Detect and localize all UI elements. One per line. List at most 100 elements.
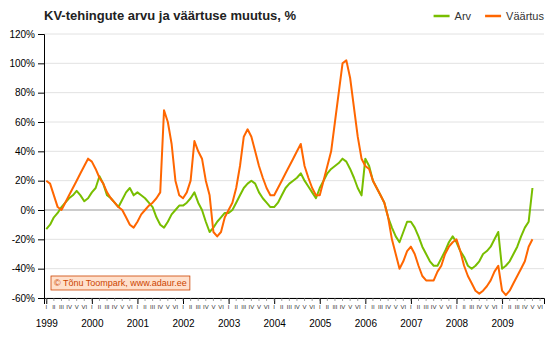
month-tick xyxy=(464,298,465,301)
month-label: I xyxy=(319,304,321,310)
month-label: I xyxy=(137,304,139,310)
x-tick: 2006 xyxy=(355,298,378,329)
month-label: III xyxy=(150,304,155,310)
x-tick: 2000 xyxy=(81,298,104,329)
month-label: II xyxy=(98,304,102,310)
y-tick-label: -20% xyxy=(12,234,35,245)
month-tick xyxy=(380,298,381,301)
y-tick-label: 20% xyxy=(15,175,35,186)
month-label: IV xyxy=(157,304,163,310)
legend-swatch xyxy=(434,15,450,18)
x-tick: 2008 xyxy=(446,298,469,329)
month-label: II xyxy=(52,304,56,310)
y-tick: 80% xyxy=(15,87,44,98)
month-label: I xyxy=(410,304,412,310)
month-tick xyxy=(129,298,130,301)
month-label: V xyxy=(120,304,124,310)
month-label: I xyxy=(501,304,503,310)
month-tick xyxy=(190,298,191,301)
month-tick xyxy=(479,298,480,301)
grid-line xyxy=(44,210,544,211)
legend: ArvVäärtus xyxy=(434,10,545,22)
month-label: I xyxy=(45,304,47,310)
month-tick xyxy=(99,298,100,301)
month-label: IV xyxy=(522,304,528,310)
month-label: VI xyxy=(218,304,224,310)
y-tick: 0% xyxy=(21,205,44,216)
month-tick xyxy=(494,298,495,301)
month-label: VI xyxy=(355,304,361,310)
month-tick xyxy=(388,298,389,301)
month-label: II xyxy=(508,304,512,310)
grid-line xyxy=(44,63,544,64)
month-label: III xyxy=(196,304,201,310)
month-tick xyxy=(145,298,146,301)
grid-line xyxy=(44,122,544,123)
x-tick: 2004 xyxy=(264,298,287,329)
month-label: V xyxy=(257,304,261,310)
month-label: IV xyxy=(476,304,482,310)
y-tick-mark xyxy=(38,93,44,94)
x-tick-label: 2005 xyxy=(309,318,332,329)
y-axis-line xyxy=(38,35,45,299)
x-tick: 2002 xyxy=(172,298,195,329)
month-label: VI xyxy=(309,304,315,310)
month-tick xyxy=(502,298,503,301)
month-tick xyxy=(243,298,244,301)
month-tick xyxy=(251,298,252,301)
y-tick-mark xyxy=(38,151,44,152)
month-label: V xyxy=(75,304,79,310)
month-tick xyxy=(540,298,541,301)
month-label: IV xyxy=(112,304,118,310)
y-tick-mark xyxy=(38,34,44,35)
month-label: III xyxy=(378,304,383,310)
month-label: VI xyxy=(492,304,498,310)
month-tick xyxy=(357,298,358,301)
grid-line xyxy=(44,239,544,240)
grid-line xyxy=(44,151,544,152)
month-label: VI xyxy=(127,304,133,310)
month-label: II xyxy=(462,304,466,310)
y-tick-label: -60% xyxy=(12,293,35,304)
month-label: III xyxy=(332,304,337,310)
watermark: © Tõnu Toompark, www.adaur.ee xyxy=(51,276,190,290)
y-tick-label: 120% xyxy=(9,29,35,40)
grid-line xyxy=(44,34,544,35)
y-tick: -20% xyxy=(12,234,44,245)
x-tick-label: 2008 xyxy=(446,318,469,329)
y-tick-label: 0% xyxy=(21,205,36,216)
month-label: V xyxy=(303,304,307,310)
month-tick xyxy=(486,298,487,301)
month-label: VI xyxy=(264,304,270,310)
month-tick xyxy=(266,298,267,301)
y-axis: -60%-40%-20%0%20%40%60%80%100%120% xyxy=(9,29,44,304)
month-tick xyxy=(61,298,62,301)
y-tick-mark xyxy=(38,181,44,182)
grid xyxy=(44,34,544,298)
x-tick-label: 1999 xyxy=(36,318,59,329)
y-tick: 20% xyxy=(15,175,44,186)
chart: -60%-40%-20%0%20%40%60%80%100%120%199920… xyxy=(0,0,560,342)
y-tick-label: 100% xyxy=(9,58,35,69)
month-tick xyxy=(342,298,343,301)
legend-item: Arv xyxy=(434,10,472,22)
month-label: I xyxy=(182,304,184,310)
month-tick xyxy=(281,298,282,301)
x-tick-label: 2002 xyxy=(172,318,195,329)
month-label: IV xyxy=(294,304,300,310)
month-label: V xyxy=(485,304,489,310)
month-label: II xyxy=(189,304,193,310)
month-tick xyxy=(395,298,396,301)
month-label: II xyxy=(280,304,284,310)
month-tick xyxy=(274,298,275,301)
x-tick-label: 2003 xyxy=(218,318,241,329)
legend-swatch xyxy=(485,15,501,18)
month-label: II xyxy=(417,304,421,310)
month-label: IV xyxy=(66,304,72,310)
month-label: II xyxy=(235,304,239,310)
month-label: IV xyxy=(385,304,391,310)
x-tick: 2001 xyxy=(127,298,150,329)
month-tick xyxy=(114,298,115,301)
month-label: I xyxy=(273,304,275,310)
x-tick-label: 2000 xyxy=(81,318,104,329)
